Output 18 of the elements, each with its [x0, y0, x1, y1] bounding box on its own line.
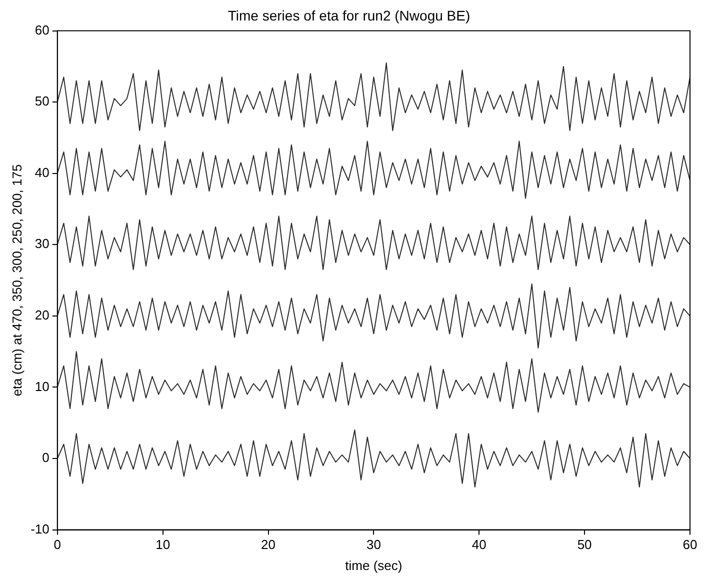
y-tick-label: -10: [30, 521, 50, 536]
x-tick-label: 0: [54, 537, 62, 552]
y-tick-label: 10: [34, 378, 50, 394]
x-tick-label: 50: [577, 537, 592, 552]
x-tick-label: 40: [472, 537, 486, 552]
y-tick-label: 20: [34, 308, 50, 323]
x-tick-label: 20: [261, 537, 276, 552]
x-tick-label: 30: [366, 537, 381, 552]
y-tick-label: 60: [34, 22, 50, 38]
y-tick-label: 30: [34, 236, 50, 252]
x-tick-label: 10: [156, 537, 170, 552]
x-tick-label: 60: [682, 537, 698, 552]
y-axis-title: eta (cm) at 470, 350, 300, 250, 200, 175: [9, 164, 24, 396]
chart-title: Time series of eta for run2 (Nwogu BE): [228, 7, 470, 24]
x-axis-title: time (sec): [345, 558, 402, 573]
y-tick-label: 50: [34, 94, 50, 109]
y-tick-label: 40: [34, 164, 50, 180]
y-tick-label: 0: [42, 450, 50, 466]
